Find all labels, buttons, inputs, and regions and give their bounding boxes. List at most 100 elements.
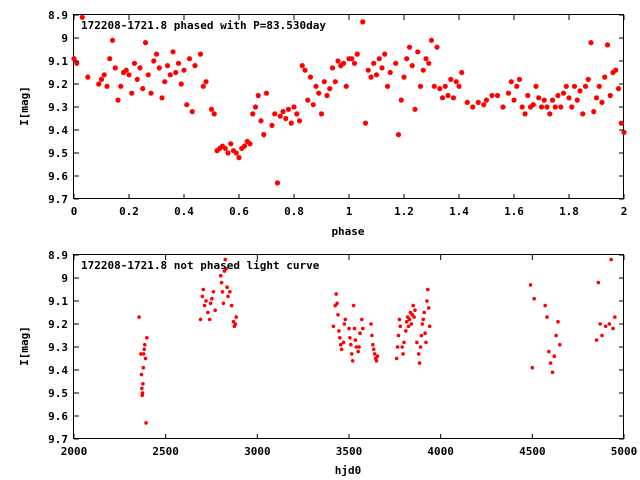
unphased-data-point bbox=[198, 317, 203, 322]
phased-data-point bbox=[285, 106, 292, 112]
phased-data-point bbox=[365, 67, 371, 73]
unphased-data-point bbox=[415, 340, 419, 345]
phased-chart: 0 0.2 0.4 0.6 0.8 1 1.2 1.4 1.6 1.8 2 8.9 9 9.1 9.2 9.… bbox=[18, 9, 627, 238]
phased-data-point bbox=[343, 83, 349, 89]
phased-data-point bbox=[283, 115, 289, 122]
phased-x-tick-label: 0.8 bbox=[284, 205, 304, 218]
unphased-data-point bbox=[596, 280, 601, 285]
phased-data-point bbox=[263, 90, 270, 96]
phased-data-point bbox=[475, 99, 481, 105]
phased-data-point bbox=[269, 122, 275, 128]
phased-data-point bbox=[335, 58, 341, 64]
unphased-data-point bbox=[224, 267, 228, 271]
phased-data-point bbox=[376, 56, 382, 62]
unphased-data-point bbox=[349, 352, 354, 356]
unphased-data-point bbox=[142, 347, 147, 352]
phased-data-point bbox=[156, 65, 162, 71]
phased-data-point bbox=[203, 79, 209, 85]
unphased-data-point bbox=[611, 326, 615, 331]
phased-y-axis-label: I[mag] bbox=[18, 86, 31, 126]
phased-data-point bbox=[233, 150, 239, 156]
phased-data-point bbox=[200, 83, 206, 89]
unphased-data-point bbox=[234, 315, 239, 319]
unphased-data-point bbox=[360, 317, 364, 322]
unphased-points bbox=[137, 257, 617, 425]
phased-data-point bbox=[442, 83, 448, 89]
phased-data-point bbox=[118, 83, 124, 89]
phased-data-point bbox=[538, 104, 545, 110]
unphased-data-point bbox=[201, 287, 206, 292]
phased-data-point bbox=[393, 60, 399, 66]
unphased-data-point bbox=[547, 349, 551, 354]
unphased-data-point bbox=[556, 319, 560, 324]
phased-data-point bbox=[274, 180, 281, 186]
unphased-data-point bbox=[402, 340, 406, 345]
phased-data-point bbox=[514, 83, 520, 89]
phased-data-point bbox=[362, 120, 369, 126]
unphased-data-point bbox=[202, 303, 207, 308]
phased-data-point bbox=[71, 56, 77, 62]
unphased-y-tick-label: 9.6 bbox=[48, 410, 68, 423]
phased-data-point bbox=[252, 104, 259, 110]
unphased-data-point bbox=[413, 308, 417, 313]
phased-data-point bbox=[186, 56, 193, 62]
phased-x-tick-label: 1.4 bbox=[449, 205, 469, 218]
phased-data-point bbox=[613, 67, 619, 73]
phased-data-point bbox=[236, 155, 242, 161]
unphased-y-axis-label: I[mag] bbox=[18, 326, 31, 366]
unphased-y-tick-label: 9.3 bbox=[48, 341, 68, 354]
phased-data-point bbox=[332, 79, 338, 85]
phased-data-point bbox=[126, 72, 132, 78]
phased-data-point bbox=[398, 97, 404, 103]
unphased-data-point bbox=[401, 352, 405, 356]
phased-data-point bbox=[228, 141, 234, 147]
phased-data-point bbox=[536, 95, 542, 101]
phased-data-point bbox=[406, 44, 413, 50]
unphased-data-point bbox=[140, 391, 145, 395]
phased-data-point bbox=[272, 111, 278, 117]
unphased-data-point bbox=[358, 331, 362, 336]
unphased-data-point bbox=[422, 310, 426, 315]
phased-data-point bbox=[500, 104, 506, 110]
unphased-data-point bbox=[331, 324, 336, 329]
unphased-data-point bbox=[404, 329, 408, 333]
unphased-data-point bbox=[554, 333, 558, 338]
unphased-data-point bbox=[371, 342, 375, 347]
phased-data-point bbox=[145, 72, 151, 78]
unphased-data-point bbox=[357, 345, 361, 349]
unphased-data-point bbox=[141, 365, 146, 370]
unphased-data-point bbox=[400, 345, 404, 349]
phased-data-point bbox=[552, 104, 558, 110]
phased-y-tick-label: 9.6 bbox=[48, 170, 68, 183]
unphased-data-point bbox=[141, 352, 146, 356]
unphased-data-point bbox=[219, 280, 224, 285]
phased-data-point bbox=[426, 60, 432, 66]
phased-data-point bbox=[255, 92, 261, 99]
unphased-data-point bbox=[427, 324, 432, 329]
phased-data-point bbox=[580, 111, 586, 117]
phased-data-point bbox=[591, 109, 597, 115]
phased-data-point bbox=[277, 113, 283, 119]
phased-y-tick-label: 9.5 bbox=[48, 147, 68, 160]
phased-data-point bbox=[508, 79, 514, 85]
phased-data-point bbox=[258, 118, 264, 124]
phased-data-point bbox=[354, 51, 360, 57]
unphased-data-point bbox=[370, 333, 374, 338]
phased-data-point bbox=[299, 63, 305, 69]
phased-data-point bbox=[222, 145, 228, 151]
unphased-data-point bbox=[225, 285, 229, 290]
phased-data-point bbox=[533, 83, 539, 89]
unphased-data-point bbox=[396, 333, 401, 338]
unphased-data-point bbox=[594, 338, 599, 342]
phased-x-tick-label: 0.2 bbox=[119, 205, 139, 218]
unphased-data-point bbox=[424, 340, 428, 345]
unphased-x-tick-label: 2000 bbox=[61, 445, 88, 458]
phased-x-tick-label: 1.6 bbox=[504, 205, 524, 218]
phased-data-point bbox=[415, 49, 421, 55]
unphased-data-point bbox=[351, 303, 356, 308]
unphased-data-point bbox=[337, 329, 341, 333]
unphased-data-point bbox=[233, 322, 238, 326]
phased-data-point bbox=[439, 95, 446, 101]
unphased-data-point bbox=[528, 283, 533, 287]
phased-data-point bbox=[79, 14, 85, 20]
